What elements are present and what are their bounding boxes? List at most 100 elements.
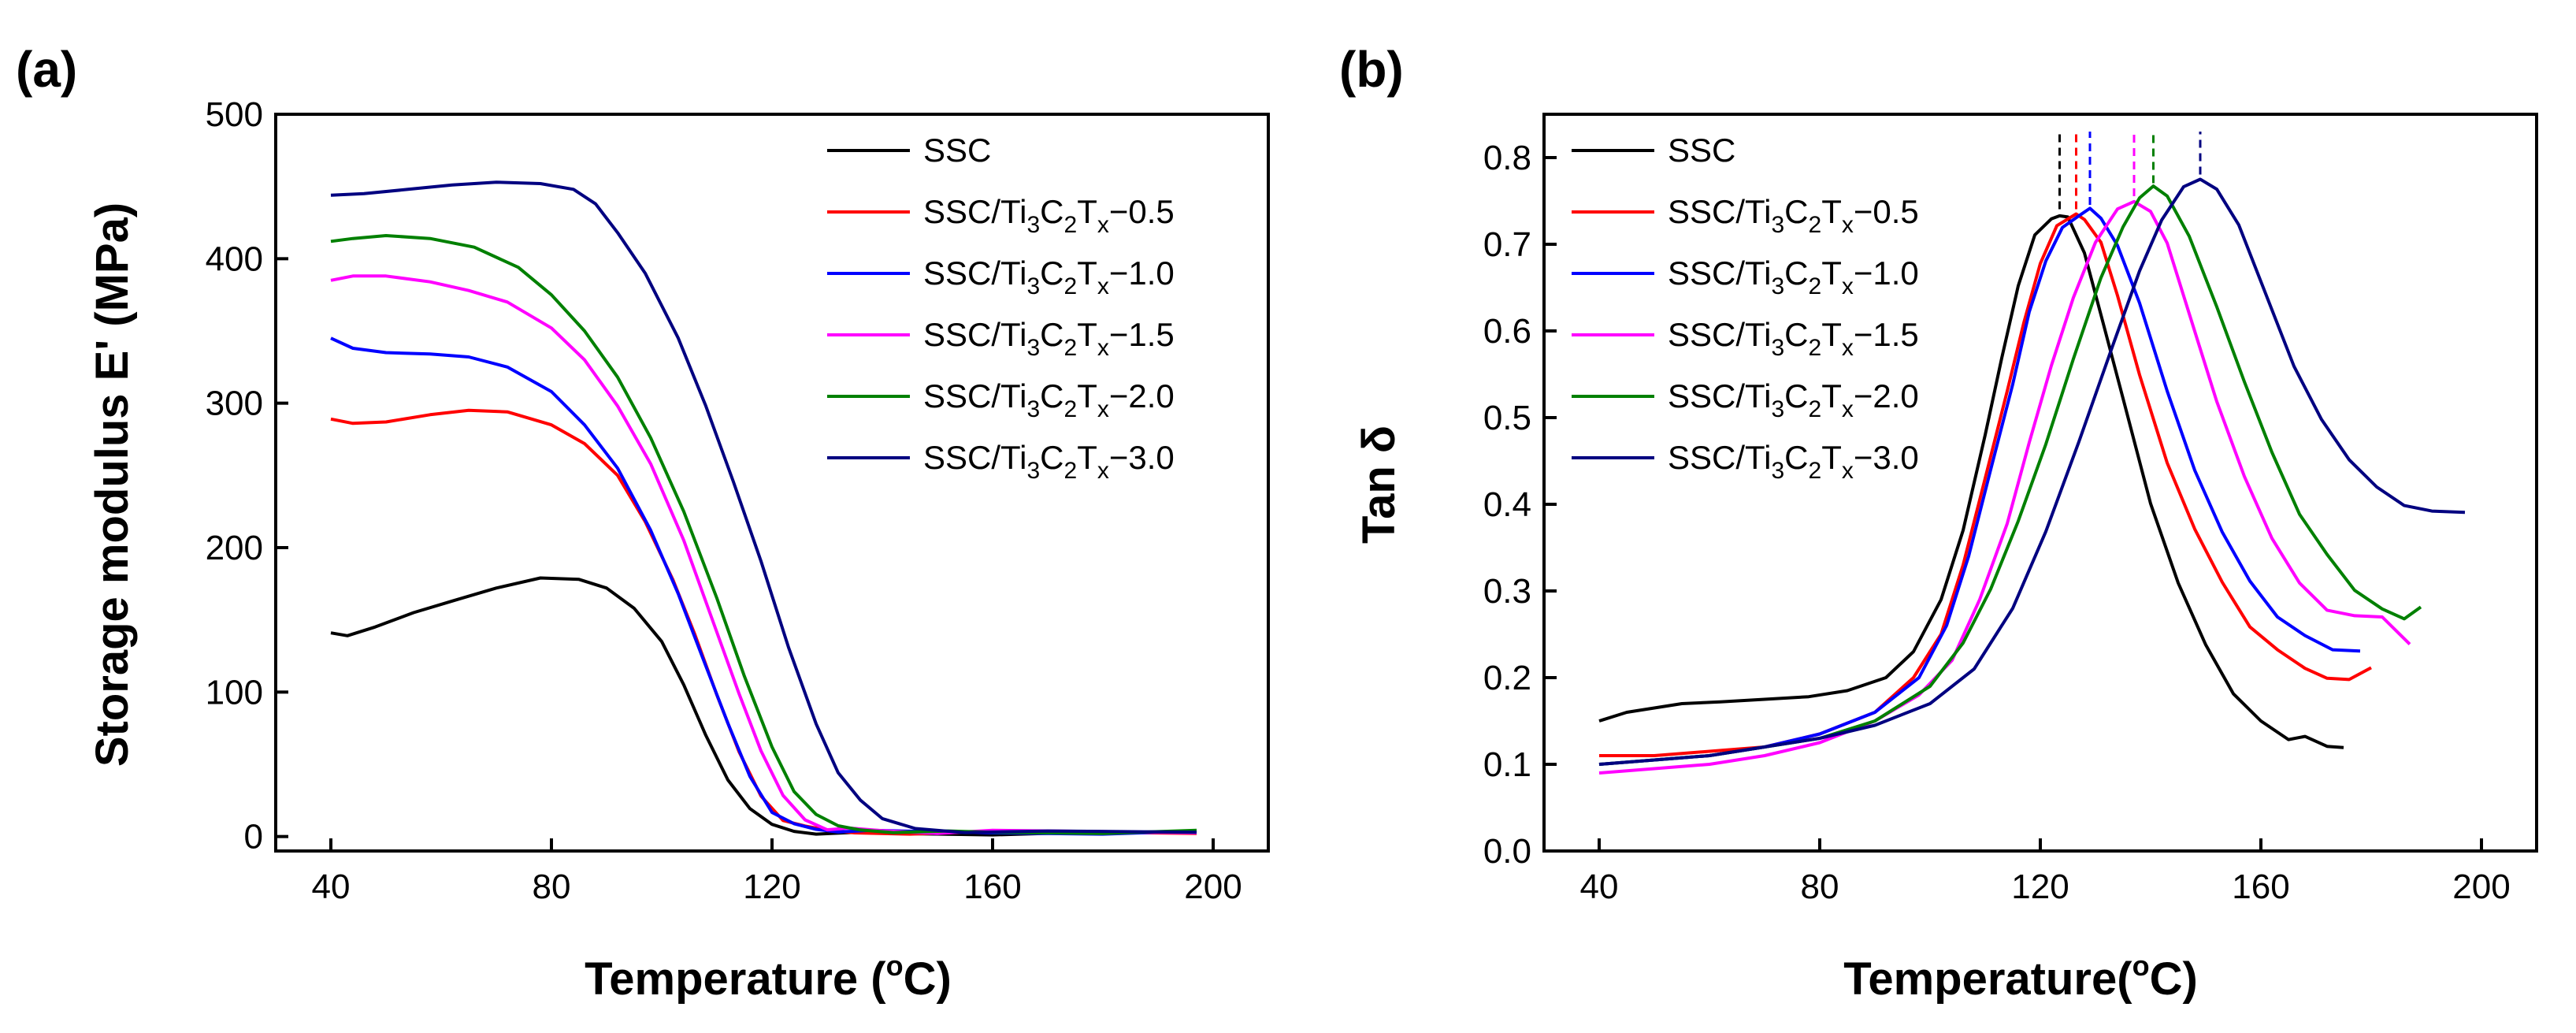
panel-b-xlabel: Temperature(oC) [1843, 949, 2198, 1005]
legend-text-part: 3 [1771, 396, 1784, 422]
legend-text-part: 2 [1064, 396, 1078, 422]
legend-text-part: 3 [1771, 212, 1784, 238]
legend-text-part: T [1821, 193, 1842, 230]
panel-a-ytick-label: 500 [206, 95, 263, 134]
legend-text-part: SSC/Ti [1668, 255, 1771, 292]
legend-text-part: SSC/Ti [1668, 439, 1771, 476]
legend-text-part: 2 [1809, 212, 1822, 238]
panel-b-xtick-label: 120 [2011, 868, 2069, 906]
panel-b-xlabel-sup: o [2132, 949, 2150, 982]
panel-a-xtick-label: 40 [312, 868, 351, 906]
legend-text-part: C [1784, 193, 1808, 230]
panel-a-xlabel-pre: Temperature ( [585, 953, 886, 1005]
series-line-1 [1599, 212, 2372, 757]
series-line-2 [1598, 206, 2361, 766]
panel-b-xlabel-pre: Temperature( [1843, 953, 2132, 1005]
legend-text-part: −2.0 [1109, 377, 1175, 414]
panel-a-xlabel-post: C) [904, 953, 952, 1005]
legend-text-part: T [1821, 377, 1842, 414]
panel-b-curves [1598, 177, 2466, 775]
legend-text-part: C [1784, 316, 1808, 353]
panel-a-ytick-label: 100 [206, 673, 263, 712]
legend-entry: SSC [1668, 132, 1735, 169]
panel-a-xtick-label: 200 [1184, 868, 1242, 906]
legend-text-part: x [1097, 335, 1109, 361]
panel-a-ylabel: Storage modulus E' (MPa) [87, 203, 138, 767]
legend-text-part: T [1077, 439, 1097, 476]
panel-b-xtick-label: 160 [2232, 868, 2289, 906]
legend-entry: SSC/Ti3C2Tx−1.5 [1668, 316, 1919, 361]
legend-text-part: 3 [1771, 335, 1784, 361]
legend-entry: SSC/Ti3C2Tx−1.0 [1668, 255, 1919, 299]
legend-entry: SSC/Ti3C2Tx−1.0 [923, 255, 1175, 299]
legend-text-part: x [1842, 212, 1854, 238]
panel-b-ytick-label: 0.2 [1483, 659, 1531, 697]
legend-text-part: C [1040, 193, 1063, 230]
series-line-4 [330, 234, 1197, 835]
panel-b-ytick-label: 0.3 [1483, 572, 1531, 611]
panel-b-ytick-label: 0.1 [1483, 745, 1531, 784]
legend-text-part: SSC/Ti [1668, 193, 1771, 230]
panel-b: (b) Tan δ Temperature(oC) 40 80 120 160 200 0… [1339, 41, 2538, 1005]
panel-b-ylabel: Tan δ [1353, 425, 1405, 544]
panel-a-ticks: 40 80 120 160 200 0 100 200 300 400 500 [206, 95, 1242, 906]
legend-text-part: C [1040, 316, 1063, 353]
legend-entry: SSC/Ti3C2Tx−0.5 [923, 193, 1175, 238]
legend-text-part: x [1842, 396, 1854, 422]
legend-text-part: 3 [1026, 273, 1040, 299]
legend-text-part: T [1077, 316, 1097, 353]
panel-a-xtick-label: 120 [743, 868, 800, 906]
legend-text-part: C [1040, 377, 1063, 414]
legend-text-part: C [1784, 439, 1808, 476]
legend-text-part: −1.5 [1854, 316, 1919, 353]
legend-text-part: 2 [1064, 335, 1078, 361]
legend-text-part: 2 [1809, 396, 1822, 422]
legend-text-part: T [1077, 377, 1097, 414]
legend-text-part: −3.0 [1854, 439, 1919, 476]
legend-text-part: x [1097, 273, 1109, 299]
legend-text-part: SSC/Ti [923, 439, 1026, 476]
legend-text-part: 3 [1026, 212, 1040, 238]
legend-entry: SSC/Ti3C2Tx−2.0 [1668, 377, 1919, 422]
panel-b-label: (b) [1339, 41, 1404, 98]
legend-text-part: SSC/Ti [923, 193, 1026, 230]
legend-entry: SSC [923, 132, 991, 169]
legend-entry: SSC/Ti3C2Tx−2.0 [923, 377, 1175, 422]
legend-text-part: C [1040, 439, 1063, 476]
legend-text-part: SSC [923, 132, 991, 169]
legend-text-part: 3 [1026, 458, 1040, 484]
legend-entry: SSC/Ti3C2Tx−3.0 [1668, 439, 1919, 484]
legend-entry: SSC/Ti3C2Tx−3.0 [923, 439, 1175, 484]
legend-text-part: x [1842, 335, 1854, 361]
panel-a-xlabel-sup: o [886, 949, 904, 982]
legend-text-part: −1.0 [1109, 255, 1175, 292]
panel-a-ytick-label: 200 [206, 529, 263, 567]
legend-text-part: C [1784, 255, 1808, 292]
panel-b-peak-markers [2058, 132, 2202, 210]
legend-text-part: C [1784, 377, 1808, 414]
legend-text-part: 2 [1809, 335, 1822, 361]
legend-text-part: 3 [1026, 335, 1040, 361]
legend-text-part: −0.5 [1854, 193, 1919, 230]
panel-a: (a) Storage modulus E' (MPa) Temperature… [16, 41, 1270, 1005]
series-line-5 [330, 180, 1197, 834]
panel-b-xlabel-post: C) [2150, 953, 2198, 1005]
series-line-5 [1598, 177, 2466, 766]
legend-text-part: x [1097, 396, 1109, 422]
panel-b-ytick-label: 0.6 [1483, 312, 1531, 351]
legend-text-part: SSC/Ti [923, 316, 1026, 353]
panel-b-xtick-label: 200 [2452, 868, 2510, 906]
legend-entry: SSC/Ti3C2Tx−0.5 [1668, 193, 1919, 238]
legend-text-part: T [1821, 255, 1842, 292]
panel-a-xtick-label: 80 [533, 868, 571, 906]
panel-a-curves [330, 180, 1197, 837]
panel-a-plot-frame [274, 113, 1270, 853]
legend-text-part: SSC [1668, 132, 1735, 169]
legend-text-part: 2 [1064, 458, 1078, 484]
legend-entry: SSC/Ti3C2Tx−1.5 [923, 316, 1175, 361]
legend-text-part: 2 [1064, 273, 1078, 299]
legend-text-part: SSC/Ti [923, 255, 1026, 292]
legend-text-part: T [1077, 255, 1097, 292]
panel-a-xtick-label: 160 [963, 868, 1021, 906]
legend-text-part: x [1842, 458, 1854, 484]
